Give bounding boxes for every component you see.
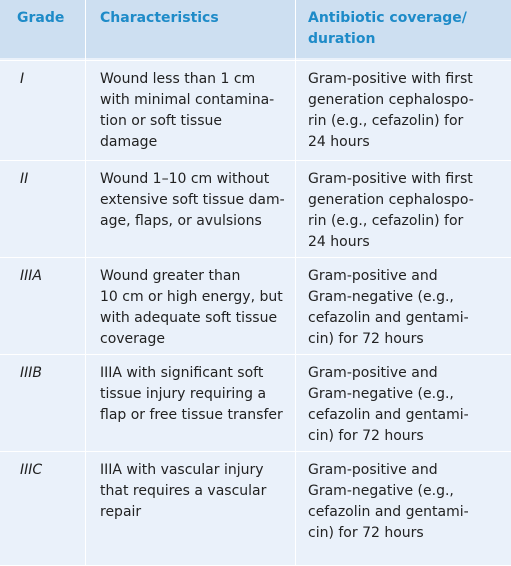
antibiotic-cell: Gram-positive with first generation ceph… [308, 169, 498, 253]
grade-cell: I [20, 71, 25, 87]
characteristics-cell: Wound greater than 10 cm or high energy,… [100, 266, 285, 350]
text-line: tissue injury requiring a [100, 386, 267, 402]
text-line: extensive soft tissue dam- [100, 192, 285, 208]
table-row: IIIB IIIA with significant soft tissue i… [0, 354, 511, 451]
text-line: Gram-positive and [308, 462, 438, 478]
text-line: coverage [100, 331, 165, 347]
column-divider [85, 0, 86, 565]
text-line: damage [100, 134, 158, 150]
text-line: 24 hours [308, 234, 370, 250]
text-line: rin (e.g., cefazolin) for [308, 113, 464, 129]
text-line: with minimal contamina- [100, 92, 275, 108]
text-line: cefazolin and gentami- [308, 407, 469, 423]
characteristics-cell: IIIA with vascular injury that requires … [100, 460, 285, 523]
text-line: repair [100, 504, 142, 520]
text-line: cefazolin and gentami- [308, 504, 469, 520]
header-antibiotic: Antibiotic coverage/ duration [308, 8, 488, 50]
header-grade: Grade [17, 10, 65, 26]
header-antibiotic-line: duration [308, 31, 376, 47]
antibiotic-cell: Gram-positive with first generation ceph… [308, 69, 498, 153]
grade-cell: II [20, 171, 29, 187]
text-line: Gram-negative (e.g., [308, 289, 454, 305]
text-line: 10 cm or high energy, but [100, 289, 283, 305]
column-divider [295, 0, 296, 565]
text-line: generation cephalospo- [308, 192, 474, 208]
text-line: age, flaps, or avulsions [100, 213, 262, 229]
text-line: generation cephalospo- [308, 92, 474, 108]
text-line: Gram-positive with first [308, 71, 473, 87]
text-line: Gram-negative (e.g., [308, 483, 454, 499]
grade-cell: IIIB [20, 365, 42, 381]
table-row: IIIC IIIA with vascular injury that requ… [0, 451, 511, 566]
text-line: cin) for 72 hours [308, 428, 424, 444]
text-line: Gram-positive with first [308, 171, 473, 187]
table-row: I Wound less than 1 cm with minimal cont… [0, 60, 511, 160]
antibiotic-cell: Gram-positive and Gram-negative (e.g., c… [308, 363, 498, 447]
text-line: cin) for 72 hours [308, 331, 424, 347]
header-characteristics: Characteristics [100, 10, 219, 26]
text-line: Gram-positive and [308, 365, 438, 381]
text-line: Wound greater than [100, 268, 241, 284]
text-line: flap or free tissue transfer [100, 407, 283, 423]
grade-cell: IIIA [20, 268, 42, 284]
text-line: IIIA with significant soft [100, 365, 264, 381]
text-line: with adequate soft tissue [100, 310, 278, 326]
text-line: IIIA with vascular injury [100, 462, 264, 478]
antibiotic-cell: Gram-positive and Gram-negative (e.g., c… [308, 266, 498, 350]
characteristics-cell: Wound 1–10 cm without extensive soft tis… [100, 169, 285, 232]
table-row: IIIA Wound greater than 10 cm or high en… [0, 257, 511, 354]
text-line: cefazolin and gentami- [308, 310, 469, 326]
text-line: Wound 1–10 cm without [100, 171, 270, 187]
text-line: Wound less than 1 cm [100, 71, 256, 87]
header-antibiotic-line: Antibiotic coverage/ [308, 10, 467, 26]
text-line: rin (e.g., cefazolin) for [308, 213, 464, 229]
text-line: tion or soft tissue [100, 113, 222, 129]
characteristics-cell: IIIA with significant soft tissue injury… [100, 363, 285, 426]
antibiotic-cell: Gram-positive and Gram-negative (e.g., c… [308, 460, 498, 544]
text-line: cin) for 72 hours [308, 525, 424, 541]
text-line: 24 hours [308, 134, 370, 150]
grade-cell: IIIC [20, 462, 43, 478]
table-header: Grade Characteristics Antibiotic coverag… [0, 0, 511, 58]
text-line: that requires a vascular [100, 483, 267, 499]
text-line: Gram-negative (e.g., [308, 386, 454, 402]
characteristics-cell: Wound less than 1 cm with minimal contam… [100, 69, 285, 153]
table-row: II Wound 1–10 cm without extensive soft … [0, 160, 511, 257]
text-line: Gram-positive and [308, 268, 438, 284]
